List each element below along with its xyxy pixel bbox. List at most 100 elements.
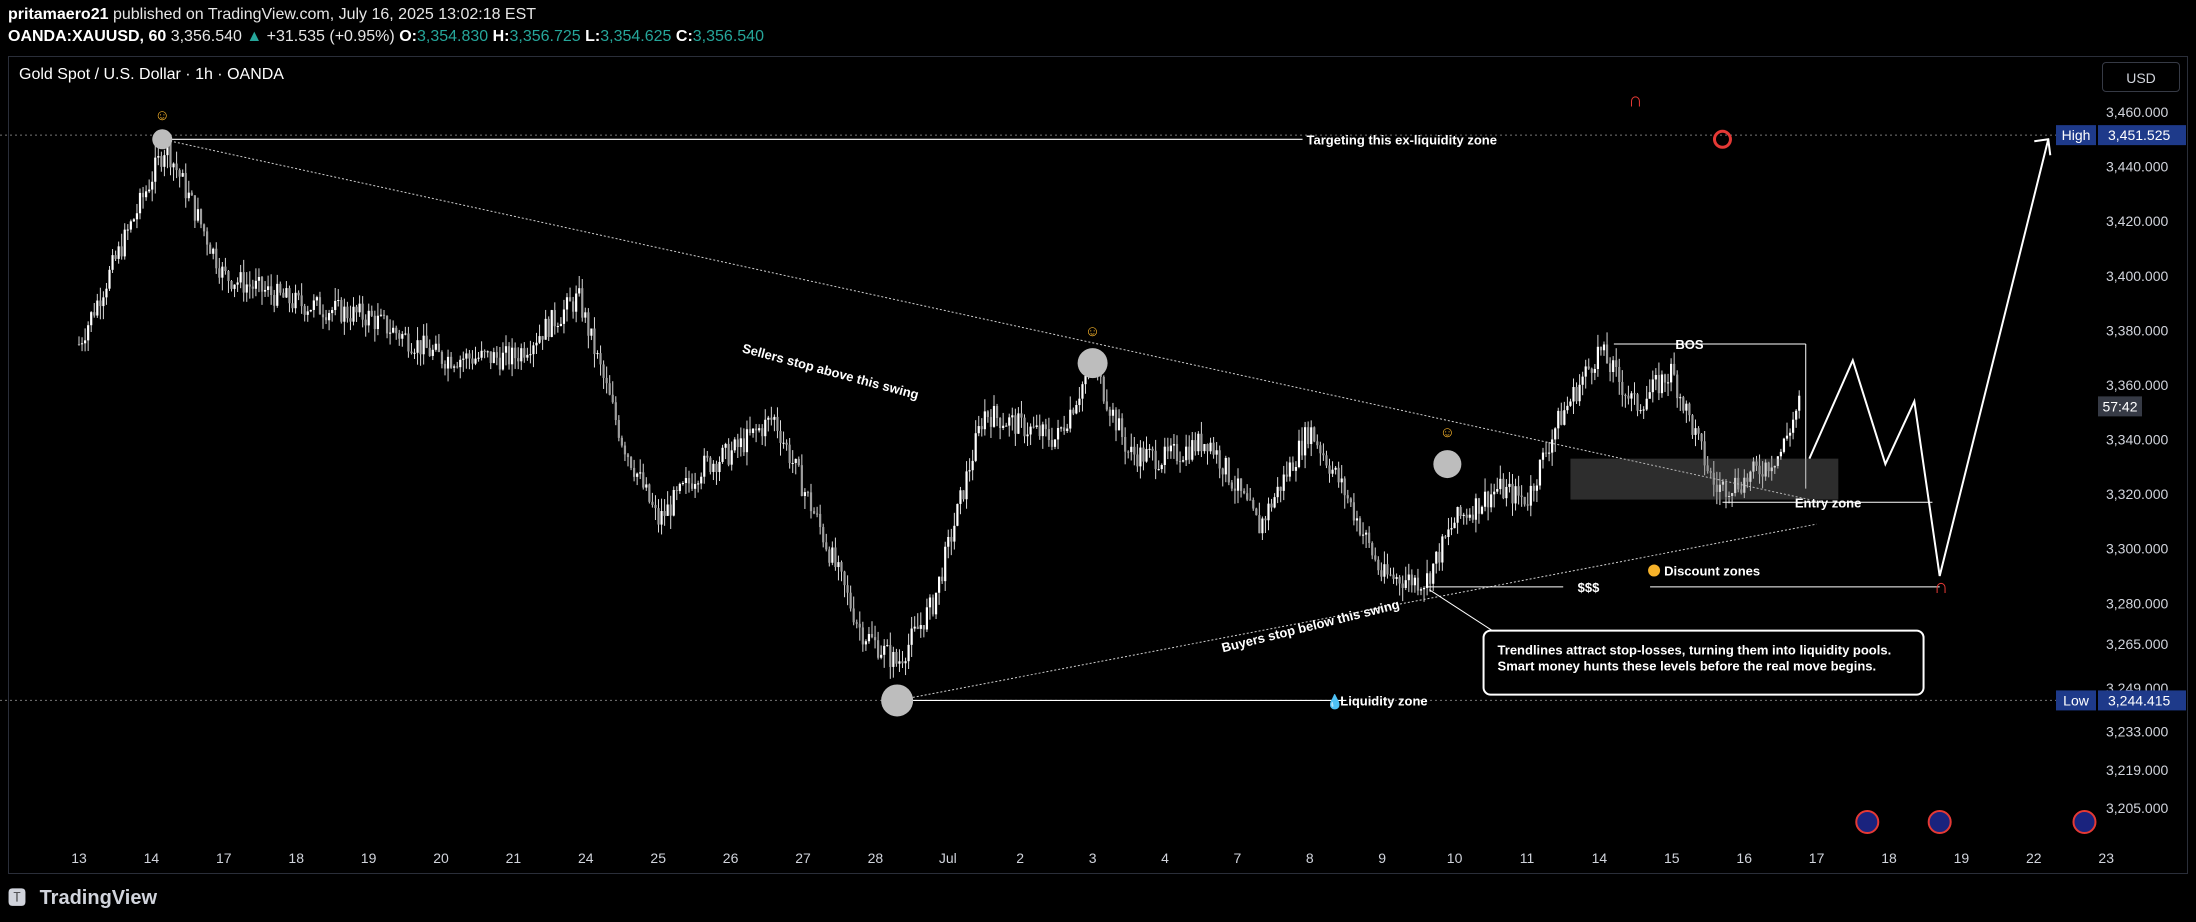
chart-frame <box>8 56 2188 874</box>
candle-body <box>1682 397 1685 411</box>
x-tick-label: 17 <box>216 850 232 866</box>
candle-body <box>968 470 971 472</box>
candle-body <box>1063 427 1066 432</box>
candle-body <box>349 318 352 322</box>
candle-body <box>864 641 867 645</box>
candle-body <box>1121 418 1124 438</box>
x-tick-label: 15 <box>1664 850 1680 866</box>
author-name[interactable]: pritamaero21 <box>8 6 109 23</box>
candle-body <box>196 209 200 221</box>
candle-body <box>672 489 675 516</box>
candle-body <box>645 484 648 488</box>
us-flag-event-icon[interactable] <box>1927 810 1952 834</box>
candle-body <box>703 455 706 477</box>
x-tick-label: 18 <box>288 850 304 866</box>
candle-body <box>282 292 285 298</box>
candle-body <box>1493 491 1496 495</box>
candle-body <box>620 437 623 446</box>
candle-body <box>1163 446 1166 466</box>
candle-body <box>1047 429 1050 440</box>
candle-body <box>1297 440 1301 468</box>
candle-body <box>1575 387 1578 402</box>
low-tag-label: Low <box>2063 692 2090 708</box>
tradingview-footer[interactable]: 🆃 TradingView <box>8 884 157 910</box>
candle-body <box>995 406 999 419</box>
candle-body <box>474 358 477 364</box>
candle-body <box>806 492 810 494</box>
candle-body <box>718 461 721 473</box>
candle-body <box>675 489 678 492</box>
face-icon: ☺ <box>1440 424 1455 441</box>
candle-body <box>575 293 578 312</box>
x-tick-label: 3 <box>1089 850 1097 866</box>
candle-body <box>87 325 90 341</box>
candle-body <box>880 654 883 658</box>
candle-body <box>199 209 203 225</box>
currency-button[interactable]: USD <box>2102 62 2180 92</box>
projection-arrowhead <box>2034 138 2052 156</box>
candle-body <box>401 334 404 339</box>
candle-body <box>1624 394 1627 396</box>
candle-body <box>206 231 209 245</box>
candle-body <box>840 562 843 572</box>
candle-body <box>1307 427 1310 445</box>
candle-body <box>794 458 797 463</box>
candle-body <box>1679 397 1682 399</box>
candle-body <box>1236 478 1240 491</box>
candle-body <box>999 418 1002 428</box>
candle-body <box>1160 465 1163 470</box>
candle-body <box>492 352 495 363</box>
candle-body <box>358 303 361 313</box>
x-tick-label: 9 <box>1378 850 1386 866</box>
candle-body <box>273 294 276 306</box>
candle-body <box>1526 504 1529 506</box>
candle-body <box>1578 384 1581 402</box>
candle-body <box>1706 465 1709 472</box>
candle-body <box>1142 447 1145 462</box>
candle-body <box>1175 444 1179 461</box>
candle-body <box>700 476 703 484</box>
candle-body <box>666 504 669 516</box>
candle-body <box>706 455 709 458</box>
candle-body <box>1514 486 1517 504</box>
x-tick-label: 21 <box>506 850 522 866</box>
candle-body <box>1352 502 1355 521</box>
candle-body <box>1721 481 1725 485</box>
candle-body <box>145 191 148 198</box>
candle-body <box>977 426 980 434</box>
y-tick-label: 3,380.000 <box>2106 322 2168 338</box>
candle-body <box>913 626 916 629</box>
candle-body <box>1758 465 1761 475</box>
x-tick-label: Jul <box>939 850 957 866</box>
candle-body <box>831 547 834 563</box>
high-price-value: 3,451.525 <box>2108 127 2170 143</box>
us-flag-event-icon[interactable] <box>1855 810 1880 834</box>
y-tick-label: 3,320.000 <box>2106 486 2168 502</box>
candle-body <box>1596 346 1599 370</box>
candle-body <box>1139 447 1142 467</box>
candle-body <box>1005 425 1008 427</box>
candle-body <box>422 335 425 355</box>
candle-body <box>511 347 514 365</box>
candle-body <box>507 346 511 365</box>
candle-body <box>498 357 501 370</box>
candle-body <box>1657 375 1660 394</box>
price-change: +31.535 (+0.95%) <box>266 28 395 45</box>
symbol-label: OANDA:XAUUSD, 60 <box>8 28 167 45</box>
candle-body <box>462 358 465 360</box>
candle-body <box>285 288 288 298</box>
sellers-label: Sellers stop above this swing <box>741 341 921 403</box>
candle-body <box>1569 401 1572 406</box>
candle-body <box>1072 409 1075 414</box>
candle-body <box>218 268 221 278</box>
candle-body <box>1480 506 1484 514</box>
candle-body <box>398 333 401 339</box>
candle-body <box>1645 398 1648 410</box>
us-flag-event-icon[interactable] <box>2072 810 2097 834</box>
candle-body <box>654 504 657 509</box>
candle-body <box>465 353 468 359</box>
candle-body <box>889 645 892 667</box>
candle-body <box>1014 415 1017 434</box>
candle-body <box>837 562 840 568</box>
